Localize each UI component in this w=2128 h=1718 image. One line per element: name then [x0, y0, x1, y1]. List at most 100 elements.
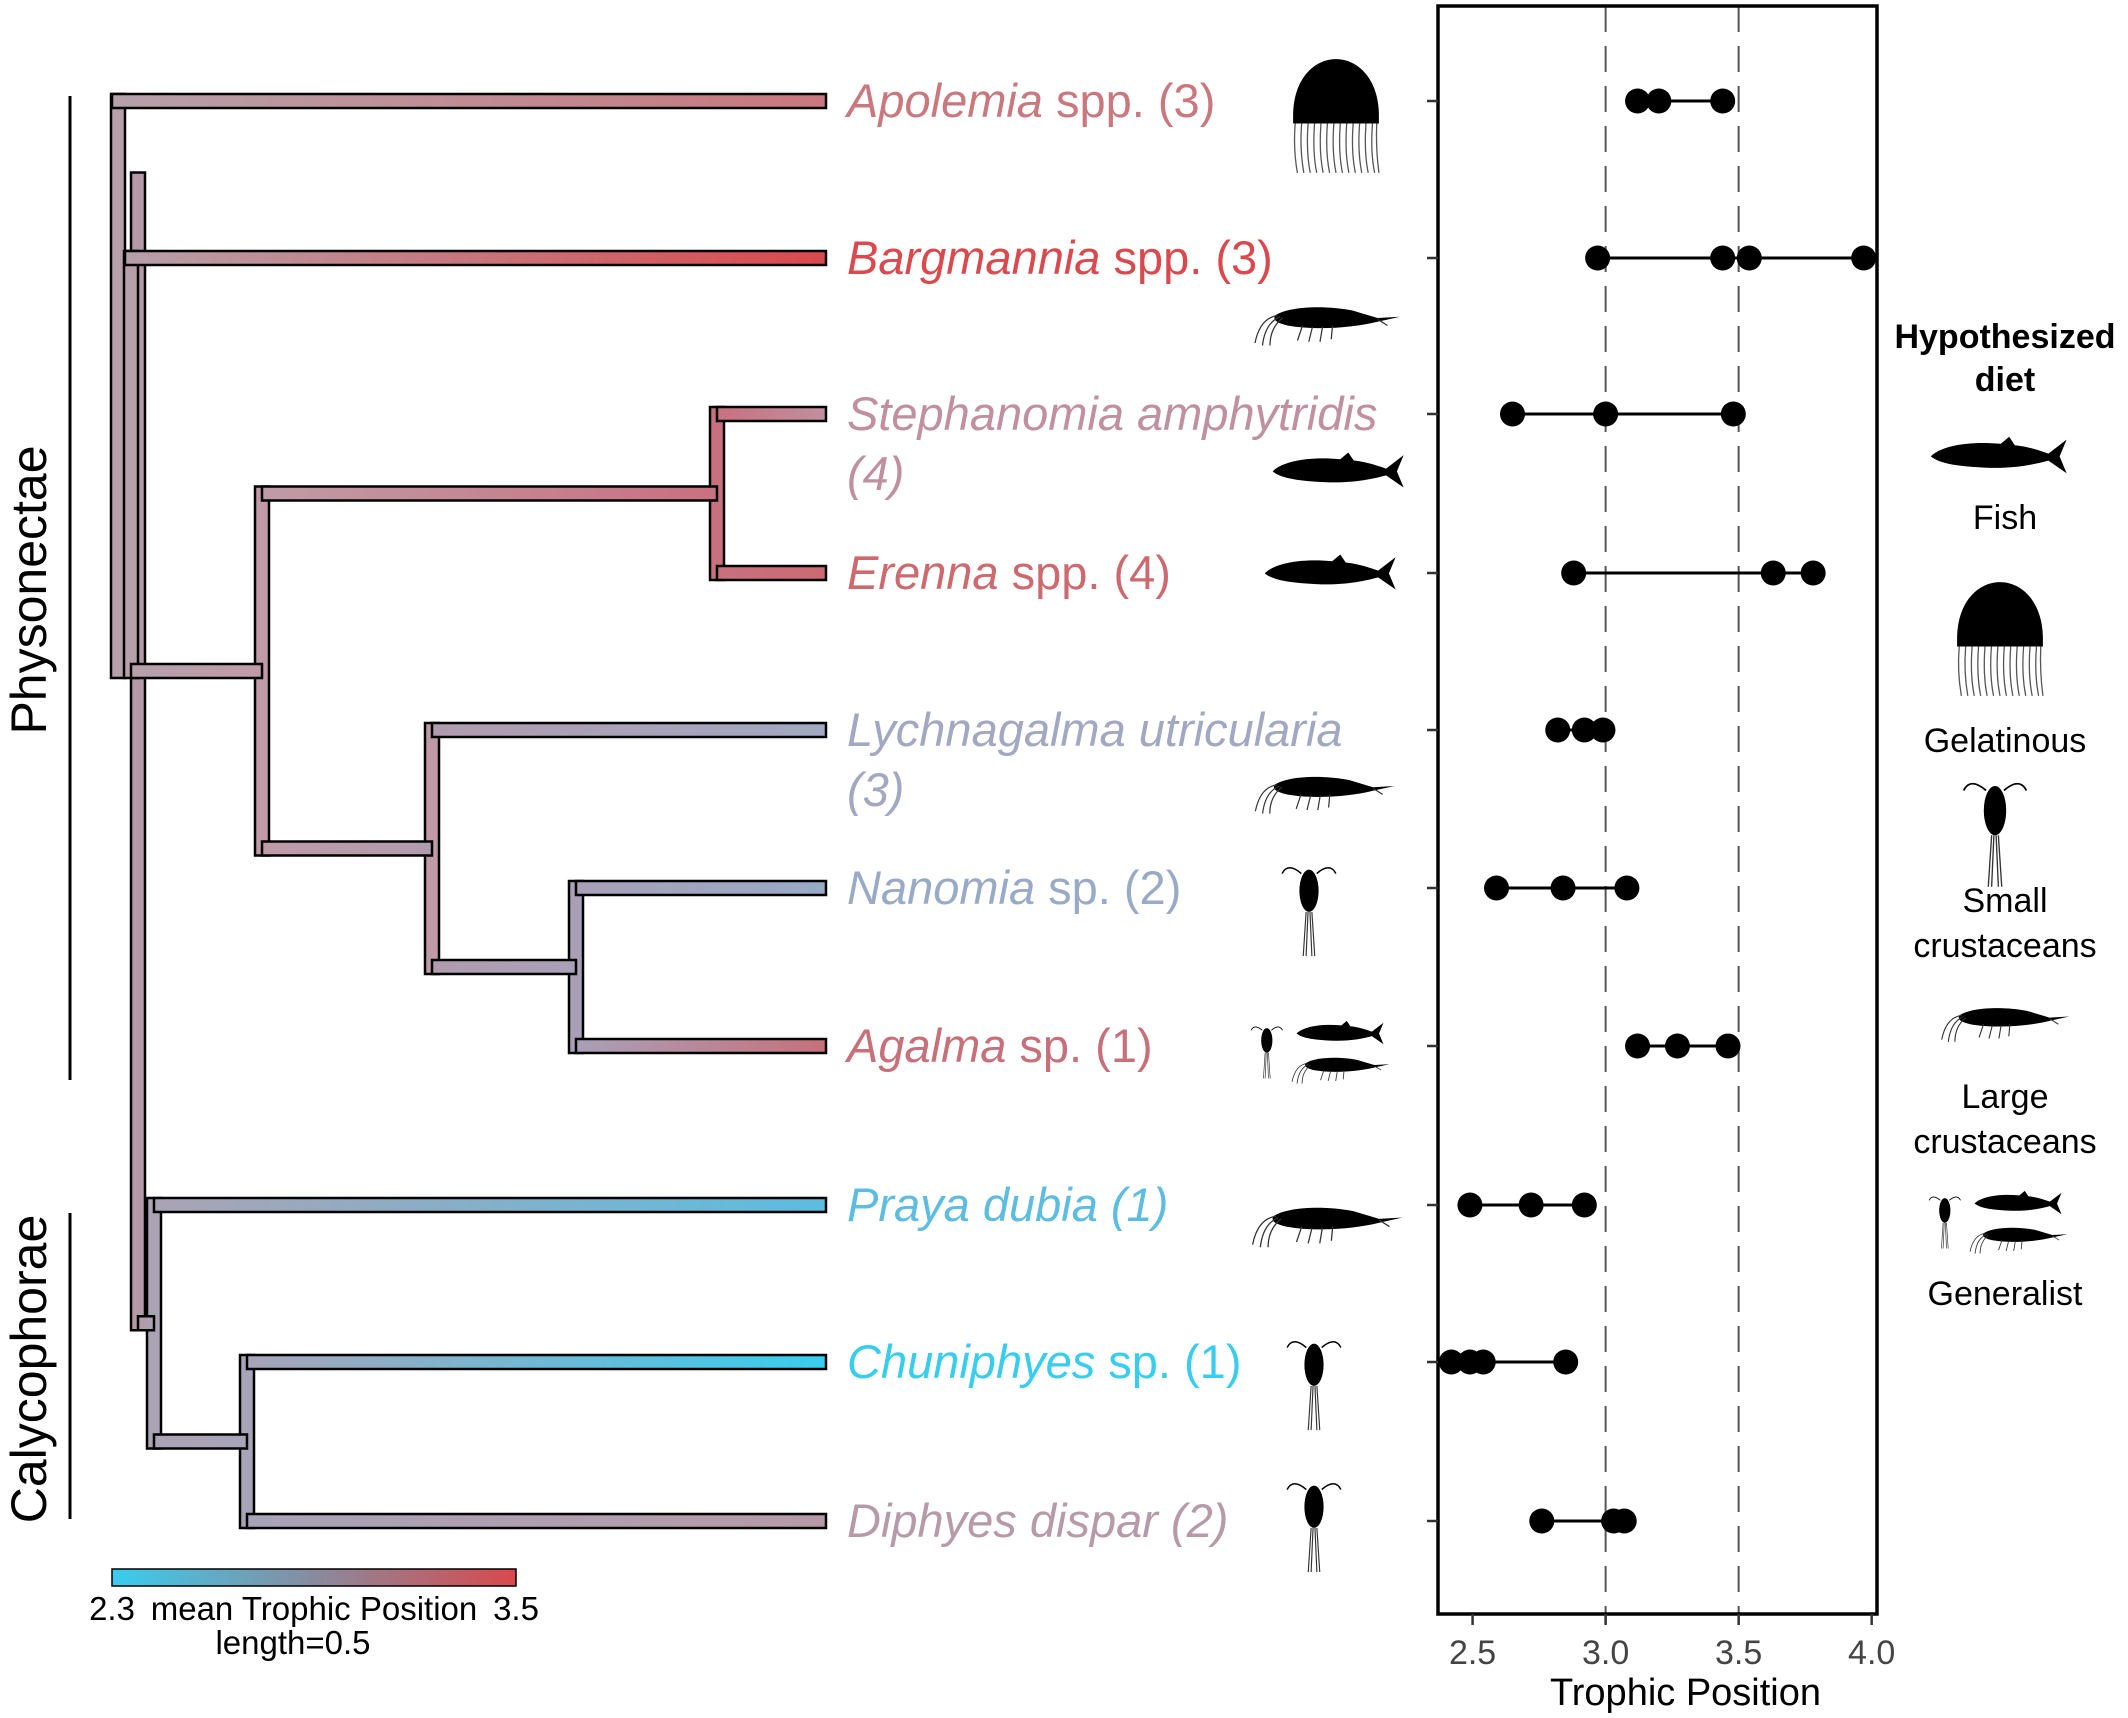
branch-nanomia-agalma	[430, 958, 578, 976]
branch-clade-a	[129, 662, 264, 680]
jellyfish-icon	[1956, 581, 2044, 697]
trophic-range-chuniphyes	[1438, 1349, 1579, 1375]
taxon-count: (1)	[1098, 1178, 1169, 1231]
tip-label-stephanomia: Stephanomia amphytridis (4)	[847, 387, 1377, 500]
tip-label-diphyes: Diphyes dispar (2)	[847, 1494, 1228, 1547]
data-point	[1550, 875, 1576, 901]
data-point	[1561, 560, 1587, 586]
shrimp-icon	[1254, 306, 1401, 347]
branch-bargmannia	[123, 249, 828, 267]
data-point	[1499, 401, 1525, 427]
data-point	[1571, 717, 1597, 743]
color-bar-title: mean Trophic Position	[151, 1590, 478, 1627]
taxon-count: (3)	[847, 763, 904, 816]
shrimp-icon	[1251, 1207, 1404, 1248]
data-point	[1715, 1033, 1741, 1059]
data-point	[1585, 245, 1611, 271]
taxon-name: Praya dubia	[847, 1178, 1098, 1231]
trophic-range-nanomia	[1484, 875, 1640, 901]
branch-praya	[152, 1196, 828, 1214]
data-point	[1457, 1192, 1483, 1218]
diet-legend: Hypothesized diet Fish Gelatinous Small crust…	[1894, 318, 2115, 1313]
branch-nanomia	[574, 879, 828, 897]
fish-icon	[1296, 1020, 1384, 1045]
diet-legend-label: Generalist	[1928, 1275, 2084, 1313]
trophic-range-apolemia	[1625, 88, 1736, 114]
copepod-icon	[1286, 1483, 1342, 1573]
branch-agalma	[574, 1037, 828, 1055]
physonectae-label: Physonectae	[1, 445, 57, 734]
clade-labels: Physonectae Calycophorae	[1, 96, 72, 1524]
data-point	[1529, 1508, 1555, 1534]
diet-legend-label: crustaceans	[1913, 1123, 2096, 1161]
tip-label-nanomia: Nanomia sp. (2)	[847, 861, 1181, 914]
taxon-count: sp. (1)	[1095, 1335, 1241, 1388]
data-point	[1736, 245, 1762, 271]
taxon-count: spp. (3)	[1043, 74, 1215, 127]
data-point	[1470, 1349, 1496, 1375]
data-point	[1518, 1192, 1544, 1218]
data-point	[1545, 717, 1571, 743]
x-axis-title: Trophic Position	[1550, 1672, 1821, 1714]
tip-label-bargmannia: Bargmannia spp. (3)	[847, 231, 1273, 284]
x-tick-label: 3.5	[1715, 1634, 1762, 1672]
trophic-range-agalma	[1625, 1033, 1741, 1059]
data-point	[1611, 1508, 1637, 1534]
taxon-name: Erenna	[847, 546, 999, 599]
trophic-range-praya	[1457, 1192, 1597, 1218]
data-point	[1664, 1033, 1690, 1059]
taxon-count: spp. (3)	[1100, 231, 1272, 284]
trophic-color-bar: 2.3 mean Trophic Position 3.5 length=0.5	[89, 1568, 539, 1661]
bargmannia-node	[122, 249, 140, 680]
color-bar-max-label: 3.5	[493, 1590, 539, 1627]
trophic-range-stephanomia	[1499, 401, 1746, 427]
x-tick-label: 3.0	[1582, 1634, 1629, 1672]
data-point	[1590, 717, 1616, 743]
data-point	[1710, 245, 1736, 271]
shrimp-icon	[1941, 1007, 2070, 1043]
color-bar-gradient	[111, 1568, 517, 1587]
taxon-name: Agalma	[844, 1019, 1006, 1072]
copepod-icon	[1962, 782, 2028, 888]
branch-lychnagalma	[430, 721, 828, 739]
shrimp-icon	[1291, 1057, 1390, 1084]
copepod-icon	[1250, 1026, 1283, 1079]
data-point	[1625, 88, 1651, 114]
shrimp-icon	[1254, 776, 1396, 815]
data-point	[1593, 401, 1619, 427]
generalist-icon	[1928, 1190, 2068, 1254]
taxon-name: Lychnagalma utricularia	[847, 703, 1343, 756]
taxon-name: Stephanomia amphytridis	[847, 387, 1377, 440]
calycophorae-label: Calycophorae	[1, 1215, 57, 1524]
x-tick-label: 2.5	[1449, 1634, 1496, 1672]
taxon-count: sp. (2)	[1035, 861, 1181, 914]
diet-legend-title-2: diet	[1975, 361, 2035, 399]
data-point	[1614, 875, 1640, 901]
diet-legend-label: Large	[1962, 1078, 2049, 1116]
branch-apolemia	[110, 92, 828, 110]
data-point	[1800, 560, 1826, 586]
tip-label-chuniphyes: Chuniphyes sp. (1)	[847, 1335, 1241, 1388]
data-point	[1710, 88, 1736, 114]
fish-icon	[1930, 436, 2067, 474]
fish-icon	[1264, 554, 1396, 590]
tip-diet-icons	[1250, 58, 1404, 1573]
branch-stephanomia	[715, 405, 828, 423]
taxon-name: Apolemia	[844, 74, 1043, 127]
color-bar-min-label: 2.3	[89, 1590, 135, 1627]
data-point	[1646, 88, 1672, 114]
panel-frame	[1436, 4, 1879, 1616]
generalist-icon	[1250, 1020, 1390, 1084]
taxon-count: (2)	[1158, 1494, 1229, 1547]
taxon-count: (4)	[847, 447, 904, 500]
data-point	[1851, 245, 1877, 271]
diet-legend-label: crustaceans	[1913, 927, 2096, 965]
tip-label-erenna: Erenna spp. (4)	[847, 546, 1171, 599]
diet-legend-label: Gelatinous	[1924, 722, 2087, 760]
copepod-icon	[1286, 1341, 1342, 1431]
trophic-position-panel: 2.5 3.0 3.5 4.0 Trophic Position	[1427, 4, 1895, 1714]
shrimp-icon	[1969, 1227, 2068, 1254]
trophic-range-erenna	[1561, 560, 1826, 586]
branch-length-label: length=0.5	[215, 1624, 370, 1661]
